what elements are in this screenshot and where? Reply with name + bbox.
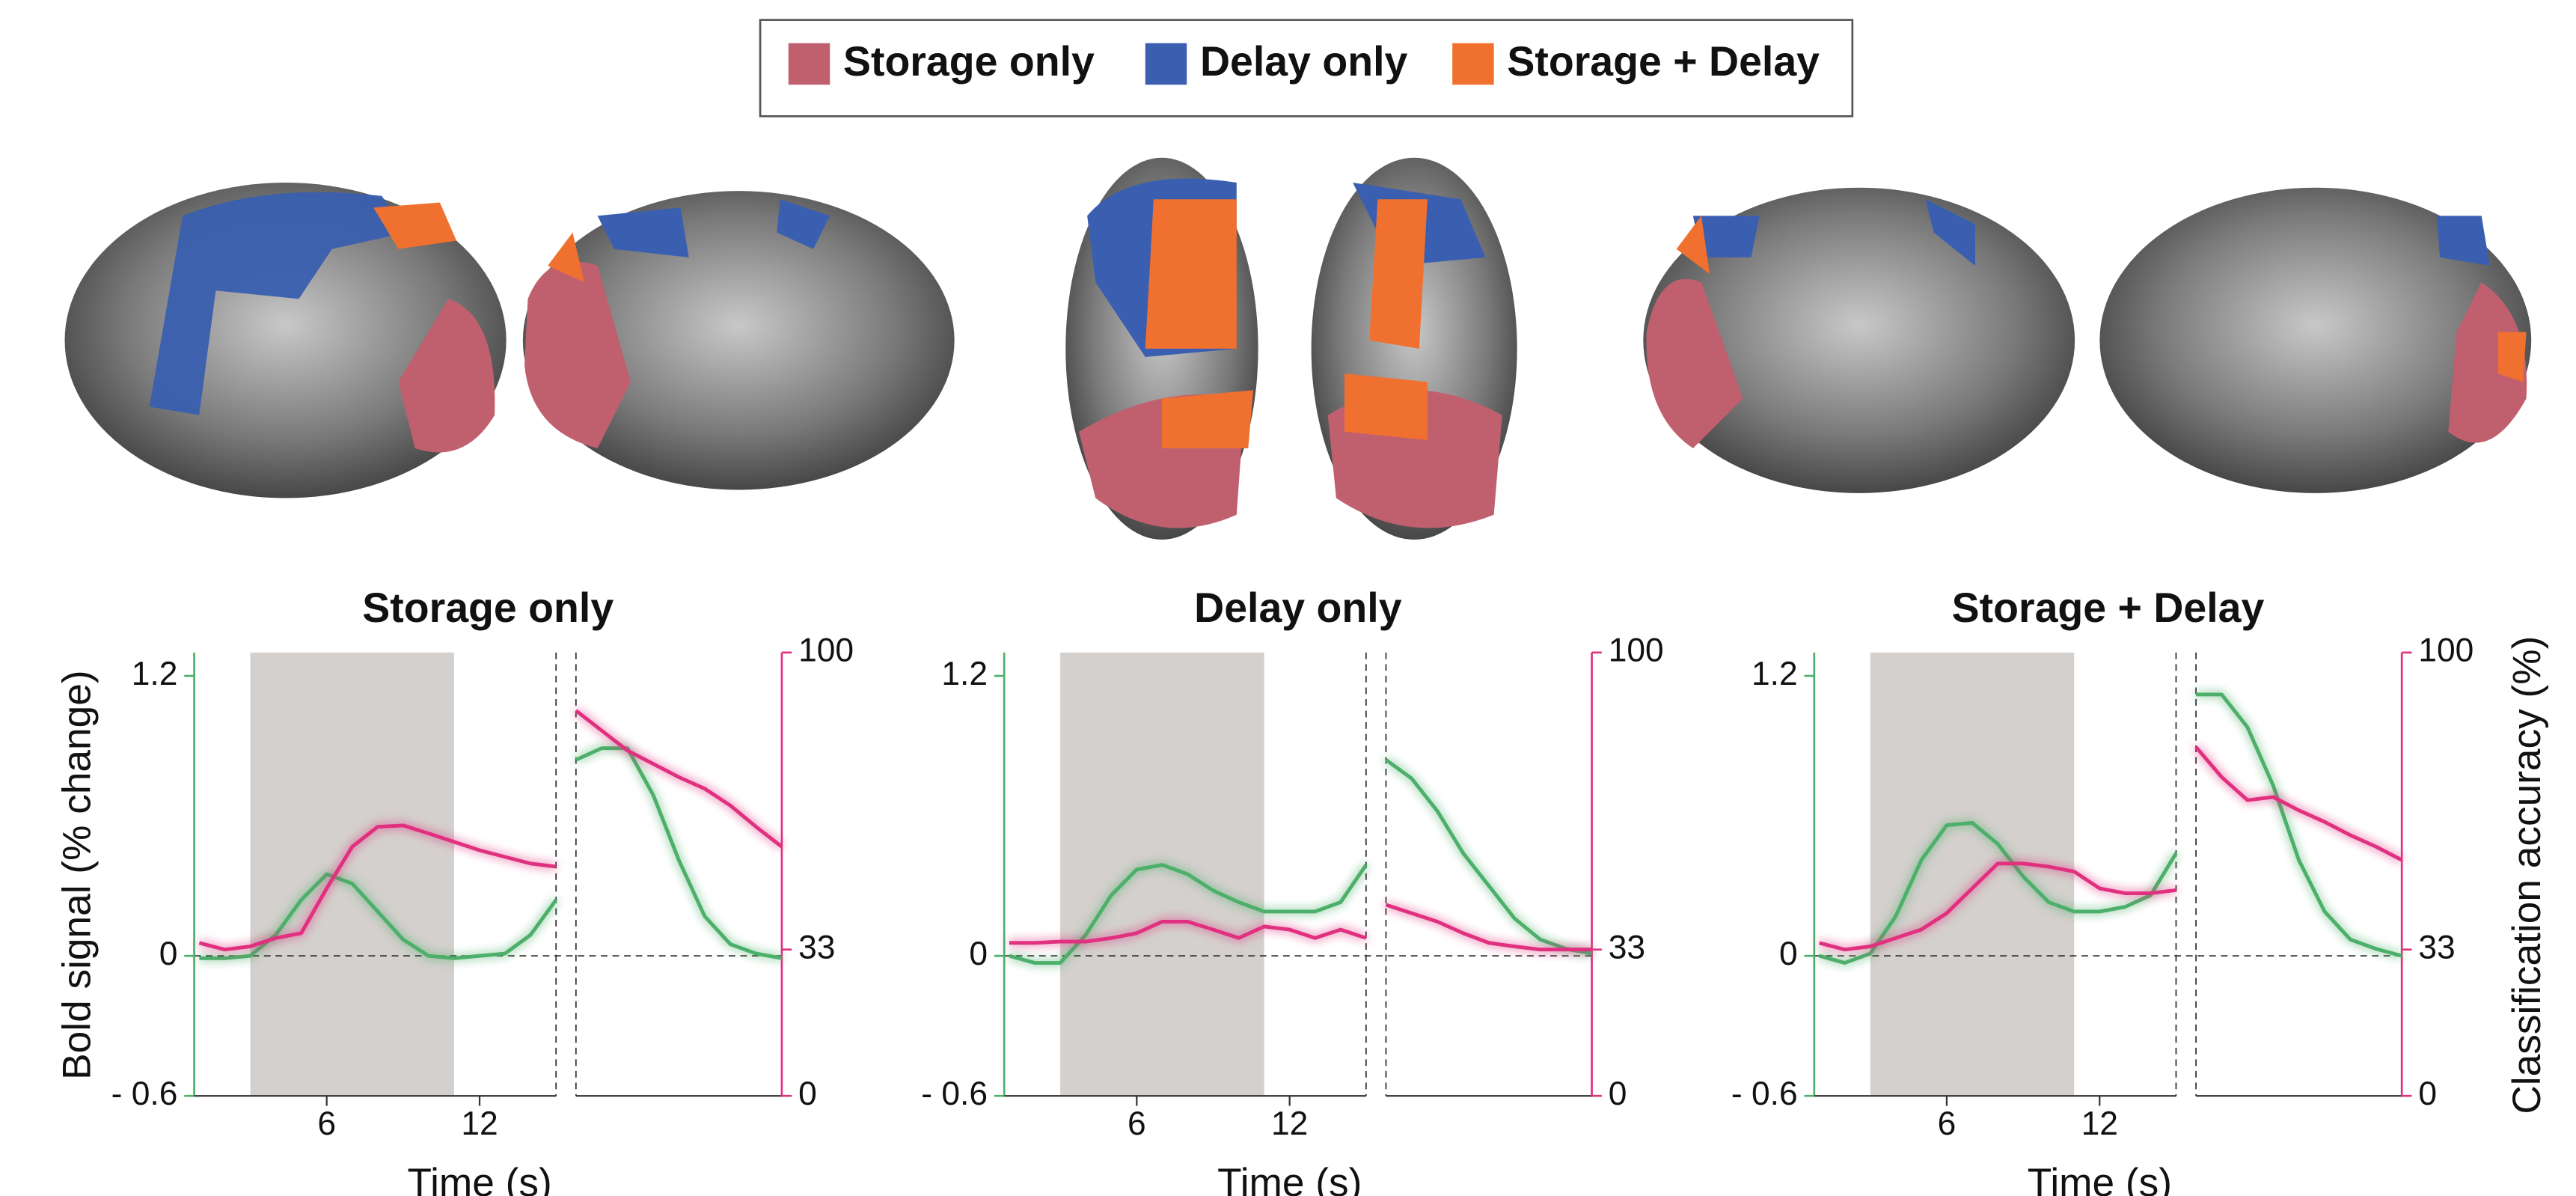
y-tick-label: - 0.6 [1731, 1076, 1798, 1112]
panel-title: Storage + Delay [1952, 585, 2265, 631]
shaded-period [1870, 653, 2074, 1096]
legend-label: Storage only [843, 38, 1095, 85]
y-axis-label: Bold signal (% change) [55, 670, 100, 1079]
y-tick-label: - 0.6 [921, 1076, 988, 1112]
series-line [2196, 695, 2402, 956]
x-tick-label: 12 [2081, 1105, 2118, 1142]
y2-tick-label: 100 [2418, 632, 2473, 669]
figure: Storage only Delay only Storage + Delay [0, 0, 2576, 1196]
y2-tick-label: 100 [798, 632, 854, 669]
series-line [576, 710, 782, 846]
x-axis-label: Time (s) [1217, 1161, 1362, 1196]
panel: - 0.6 0 1.2 0 33 100 6 12 Storage + Delay Time (s… [1731, 585, 2549, 1196]
x-tick-label: 6 [317, 1105, 336, 1142]
brain-images [65, 158, 2532, 540]
y2-tick-label: 33 [798, 929, 835, 965]
series-line [576, 748, 782, 959]
legend-label: Storage + Delay [1507, 38, 1820, 85]
brain-posterior [1065, 158, 1517, 540]
x-axis-label: Time (s) [2028, 1161, 2172, 1196]
y2-tick-label: 0 [798, 1076, 817, 1112]
x-tick-label: 6 [1938, 1105, 1957, 1142]
y-tick-label: 1.2 [132, 656, 178, 692]
y-tick-label: 0 [969, 936, 988, 972]
y-tick-label: - 0.6 [111, 1076, 178, 1112]
series-line [2196, 747, 2402, 860]
y2-axis-label: Classification accuracy (%) [2505, 636, 2549, 1114]
y-tick-label: 1.2 [1752, 656, 1798, 692]
legend-swatch [1145, 43, 1187, 85]
y-tick-label: 0 [1779, 936, 1798, 972]
x-tick-label: 12 [1271, 1105, 1308, 1142]
x-axis-label: Time (s) [408, 1161, 552, 1196]
figure-content: Storage only Delay only Storage + Delay [55, 20, 2550, 1196]
y2-tick-label: 33 [1609, 929, 1645, 965]
shaded-period [250, 653, 453, 1096]
panel-title: Storage only [362, 585, 614, 631]
y2-tick-label: 33 [2418, 929, 2455, 965]
brain-lateral-right [523, 191, 955, 489]
panel: - 0.6 0 1.2 0 33 100 6 12 Delay only Time (s) [921, 585, 1664, 1196]
y-tick-label: 1.2 [941, 656, 988, 692]
brain-medial [1643, 188, 2531, 493]
panel: - 0.6 0 1.2 0 33 100 6 12 Storage only Time (s) Bo… [55, 585, 854, 1196]
y2-tick-label: 0 [1609, 1076, 1627, 1112]
panel-title: Delay only [1194, 585, 1402, 631]
y2-tick-label: 0 [2418, 1076, 2437, 1112]
y2-tick-label: 100 [1609, 632, 1664, 669]
x-tick-label: 6 [1128, 1105, 1146, 1142]
page: {"legend": {"items": [ {"label": "Storag… [0, 0, 2576, 1196]
legend: Storage only Delay only Storage + Delay [789, 38, 1820, 85]
shaded-period [1060, 653, 1264, 1096]
series-line [1386, 905, 1591, 950]
brain-lateral-left [65, 183, 507, 498]
series-line [1386, 760, 1591, 954]
legend-swatch [789, 43, 830, 85]
legend-swatch [1452, 43, 1493, 85]
y-tick-label: 0 [159, 936, 178, 972]
legend-label: Delay only [1200, 38, 1408, 85]
x-tick-label: 12 [461, 1105, 498, 1142]
